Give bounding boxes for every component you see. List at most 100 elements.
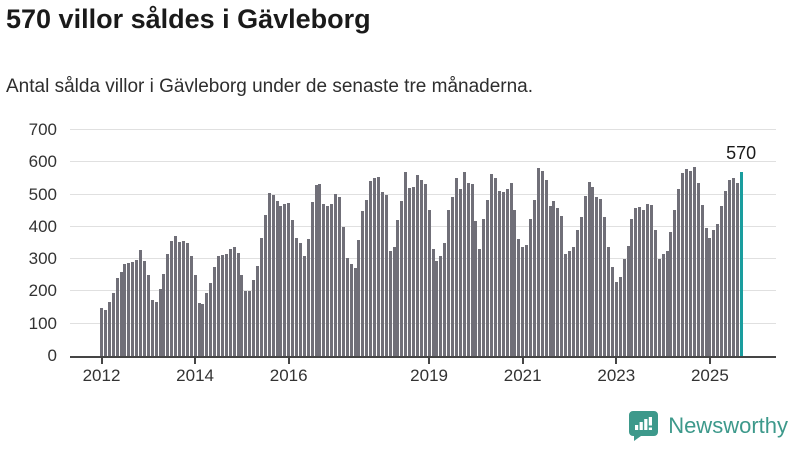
x-tick: [100, 358, 103, 364]
x-tick-label: 2023: [597, 366, 636, 385]
bar: [100, 307, 103, 356]
bar: [591, 187, 595, 356]
bar: [724, 190, 727, 356]
bar: [677, 189, 681, 356]
bar: [529, 219, 532, 356]
bar: [575, 230, 579, 356]
bar: [357, 240, 361, 356]
bar: [240, 274, 244, 356]
bar: [267, 193, 271, 356]
bar: [373, 178, 376, 356]
bar: [178, 242, 181, 356]
y-tick-label: 300: [28, 249, 57, 269]
bar: [607, 246, 610, 356]
highlighted-bar: [739, 171, 743, 356]
bar: [521, 246, 525, 356]
bar: [213, 266, 217, 356]
bar: [478, 249, 482, 356]
bar: [556, 208, 560, 356]
bar: [649, 204, 653, 356]
bar: [123, 264, 127, 356]
bar: [150, 300, 154, 356]
bar: [205, 293, 209, 356]
bar: [423, 184, 427, 356]
bar: [505, 189, 509, 356]
bar: [673, 210, 677, 356]
bar: [731, 177, 735, 356]
bar: [540, 170, 544, 356]
bar: [376, 176, 380, 356]
bar: [404, 172, 408, 356]
bar: [486, 200, 490, 356]
bar: [634, 208, 638, 356]
bar: [384, 194, 388, 356]
bar: [283, 204, 287, 356]
bar: [657, 259, 661, 356]
bar: [544, 180, 548, 356]
bar: [295, 238, 298, 356]
bar: [201, 304, 205, 356]
bar: [298, 243, 302, 356]
bar: [252, 280, 256, 356]
x-tick-label: 2014: [176, 366, 215, 385]
newsworthy-logo: Newsworthy: [628, 410, 788, 441]
bar: [115, 277, 119, 356]
bar: [497, 191, 501, 356]
bar: [119, 272, 123, 356]
bar: [349, 263, 353, 356]
bar: [310, 202, 314, 356]
bar: [653, 230, 657, 356]
bar: [228, 249, 232, 356]
bar: [443, 242, 447, 356]
bar: [564, 253, 568, 356]
bar: [571, 246, 575, 356]
bar: [603, 216, 607, 356]
gridline: [70, 290, 776, 292]
bar: [435, 260, 439, 356]
bar: [716, 224, 720, 356]
bar: [353, 268, 357, 356]
x-tick: [521, 358, 524, 364]
bar: [638, 206, 642, 356]
bar: [279, 205, 283, 356]
bar: [439, 255, 443, 356]
bar: [185, 243, 189, 356]
bar: [490, 173, 493, 356]
bar: [412, 187, 415, 356]
y-tick-label: 400: [28, 216, 57, 236]
bar: [704, 228, 708, 356]
bar: [330, 204, 334, 356]
bar: [103, 309, 107, 356]
bar: [322, 203, 326, 356]
bar: [462, 172, 466, 356]
bar: [700, 204, 704, 356]
bar: [158, 288, 162, 356]
chart-subtitle: Antal sålda villor i Gävleborg under de …: [6, 76, 534, 97]
bar: [181, 241, 185, 356]
bar: [614, 281, 618, 356]
bar: [669, 232, 673, 356]
bar: [513, 210, 517, 356]
bar: [685, 169, 688, 356]
gridline: [70, 193, 776, 195]
bar: [369, 180, 373, 356]
bar: [630, 219, 634, 356]
gridline: [70, 129, 776, 130]
x-tick-label: 2025: [690, 366, 729, 385]
bar: [209, 283, 213, 356]
bar: [466, 183, 470, 356]
x-tick: [615, 358, 618, 364]
bar: [454, 178, 458, 356]
bar: [162, 274, 166, 356]
bar: [388, 250, 392, 356]
bar: [427, 210, 431, 356]
bar: [482, 218, 486, 356]
y-tick-label: 500: [28, 184, 57, 204]
x-tick-label: 2016: [269, 366, 308, 385]
bar: [474, 220, 478, 356]
bar: [587, 182, 591, 356]
bar: [263, 215, 267, 356]
bar: [154, 302, 158, 356]
bar: [244, 290, 248, 356]
bar: [735, 183, 739, 356]
